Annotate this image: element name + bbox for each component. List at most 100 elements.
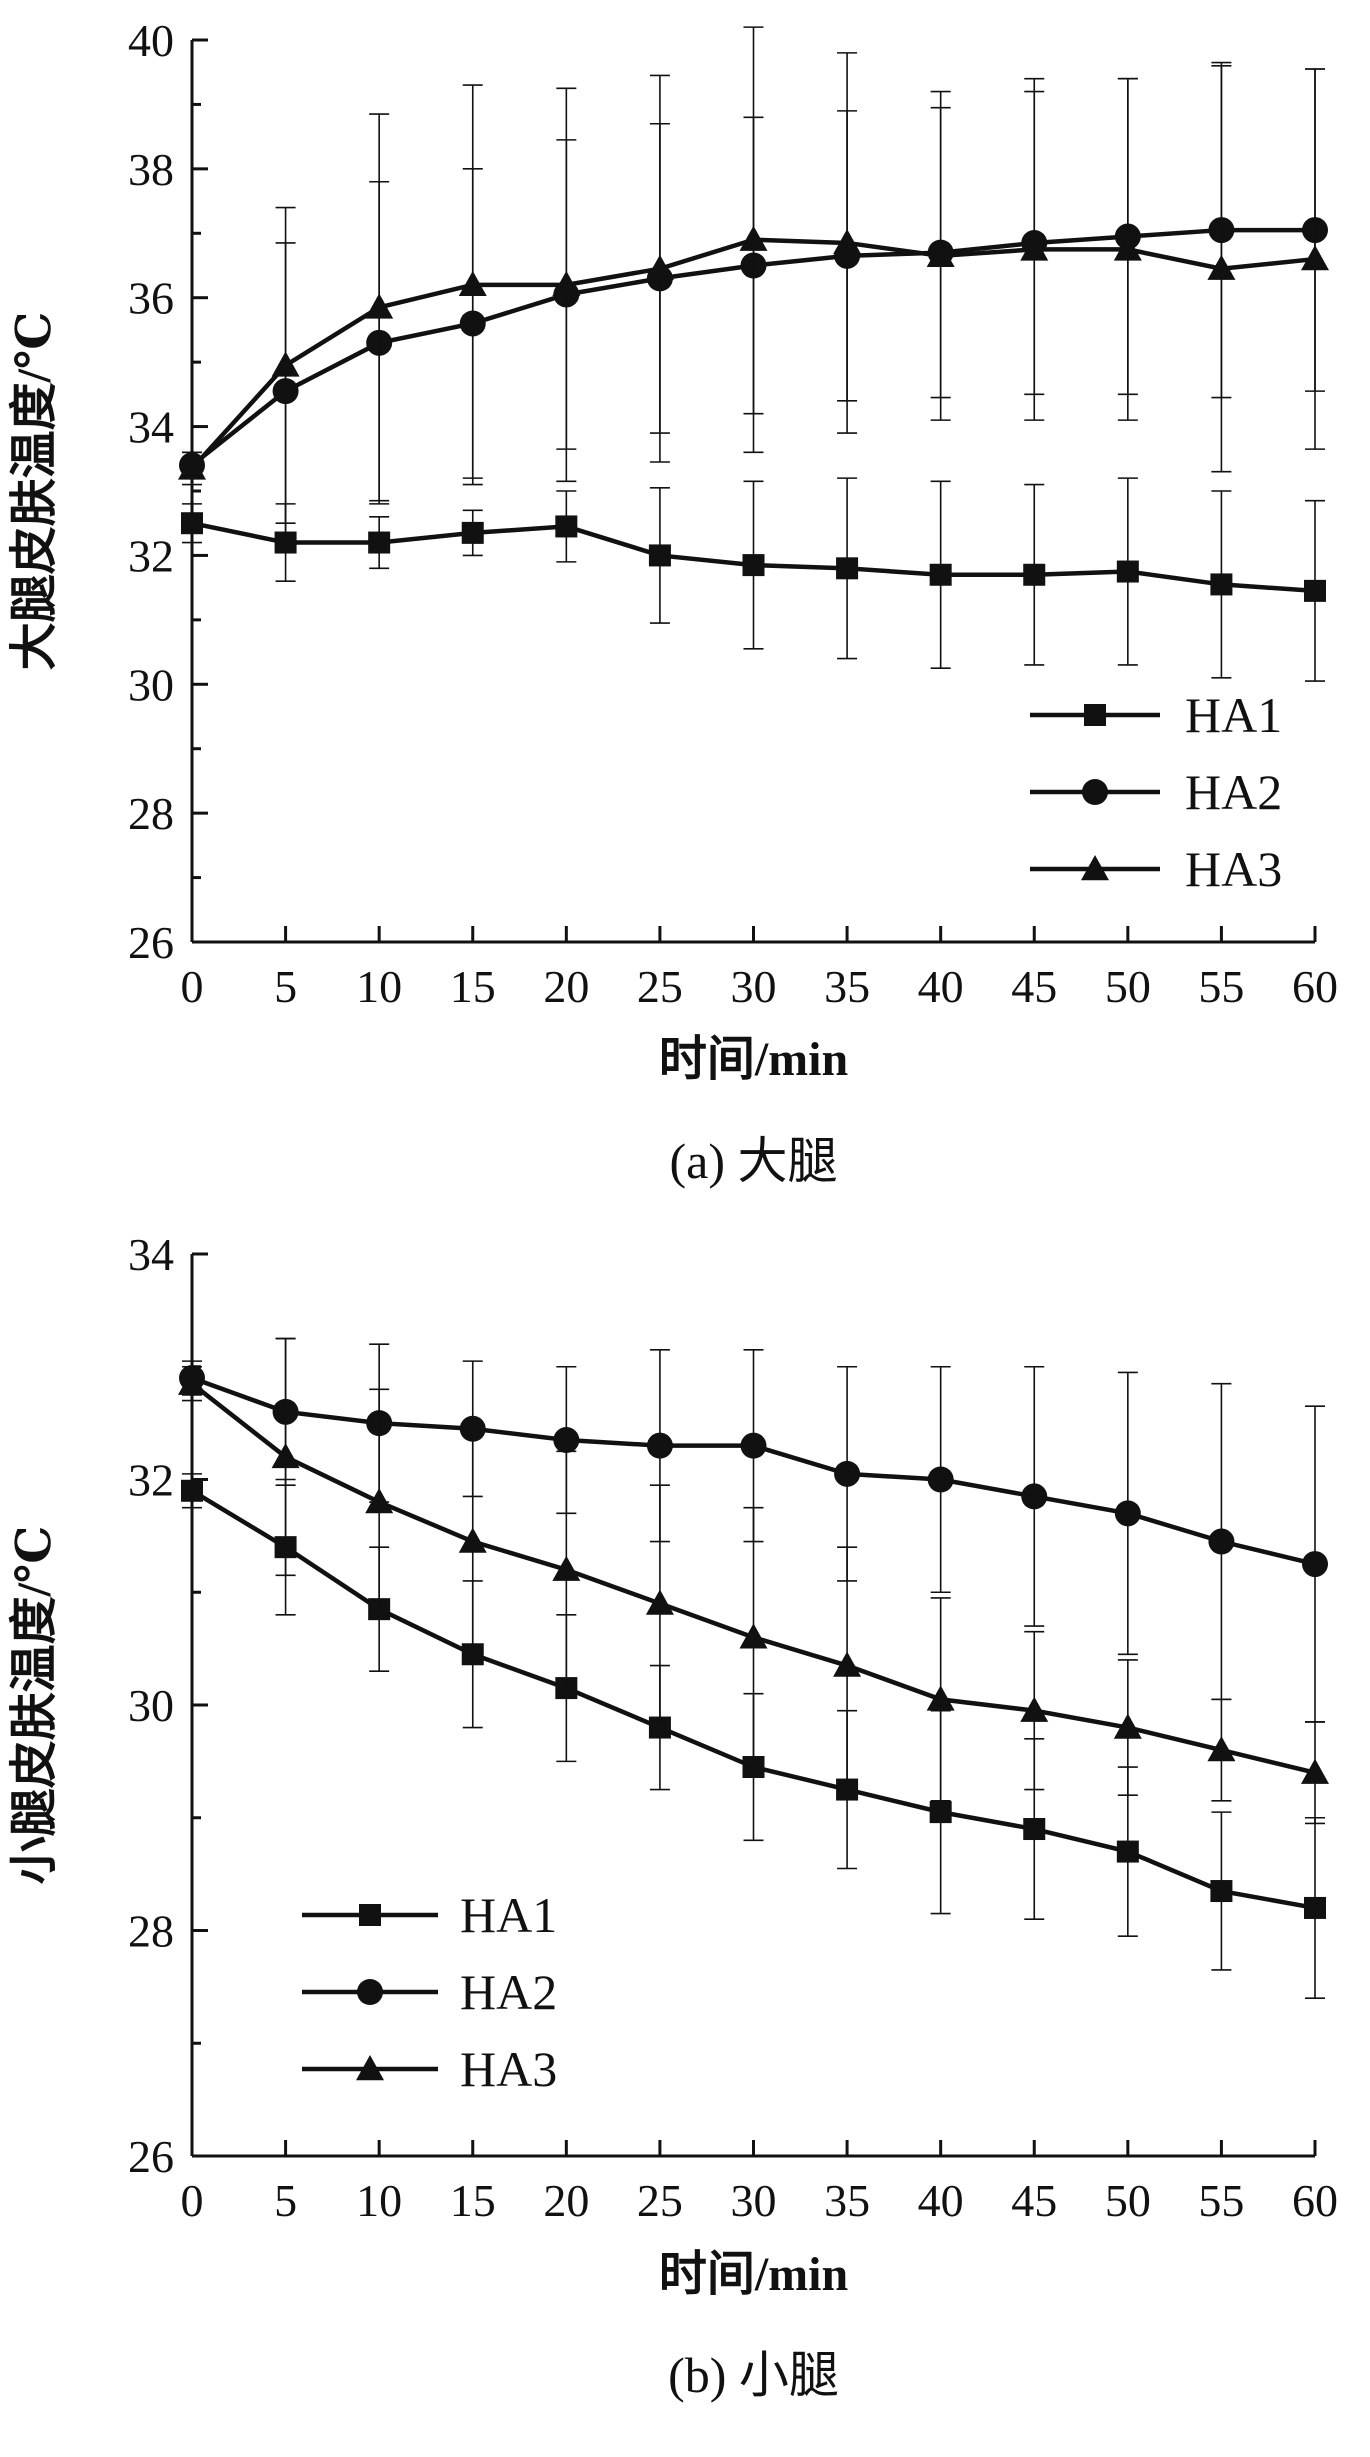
y-tick-label: 36 <box>128 273 174 324</box>
data-point <box>181 512 203 535</box>
y-tick-label: 26 <box>128 2131 174 2182</box>
y-tick-label: 26 <box>128 917 174 968</box>
x-tick-label: 20 <box>543 2175 589 2226</box>
y-tick-label: 34 <box>128 1229 174 1280</box>
x-tick-label: 5 <box>274 961 297 1012</box>
data-point <box>178 454 206 480</box>
data-point <box>926 241 955 268</box>
x-tick-label: 45 <box>1011 961 1057 1012</box>
data-point <box>833 1651 862 1677</box>
legend-label: HA1 <box>460 1887 557 1943</box>
legend-marker <box>357 1979 383 2005</box>
data-point <box>458 270 487 297</box>
x-tick-label: 10 <box>356 2175 402 2226</box>
data-point <box>929 1801 952 1824</box>
data-point <box>645 254 674 280</box>
y-tick-label: 30 <box>128 1680 174 1731</box>
legend-label: HA2 <box>1185 764 1282 820</box>
legend-marker <box>359 1904 381 1926</box>
data-point <box>458 1527 487 1553</box>
y-tick-label: 32 <box>128 1455 174 1506</box>
x-tick-label: 20 <box>543 961 589 1012</box>
y-tick-label: 40 <box>128 15 174 66</box>
x-tick-label: 0 <box>181 961 204 1012</box>
data-point <box>368 531 391 554</box>
y-tick-label: 32 <box>128 530 174 581</box>
x-tick-label: 25 <box>637 2175 683 2226</box>
chart-caption: (a) 大腿 <box>670 1133 838 1189</box>
chart-caption: (b) 小腿 <box>668 2347 839 2403</box>
data-point <box>1301 1758 1329 1784</box>
x-tick-label: 10 <box>356 961 402 1012</box>
data-point <box>1020 1696 1049 1722</box>
x-tick-label: 40 <box>918 961 964 1012</box>
x-tick-label: 30 <box>731 961 777 1012</box>
data-point <box>365 1488 394 1514</box>
data-point <box>833 228 862 255</box>
y-tick-label: 38 <box>128 144 174 195</box>
x-tick-label: 50 <box>1105 961 1151 1012</box>
data-point <box>552 1555 581 1581</box>
legend-label: HA3 <box>1185 841 1282 897</box>
data-point <box>1116 560 1139 583</box>
data-point <box>271 351 300 377</box>
x-tick-label: 60 <box>1292 961 1338 1012</box>
x-tick-label: 45 <box>1011 2175 1057 2226</box>
x-tick-label: 35 <box>824 2175 870 2226</box>
data-point <box>555 515 578 538</box>
y-axis-title: 大腿皮肤温度/℃ <box>8 312 61 671</box>
legend-marker <box>1081 855 1109 881</box>
data-point <box>1302 1551 1328 1578</box>
data-point <box>645 1589 674 1615</box>
data-point <box>1304 1896 1326 1919</box>
x-tick-label: 30 <box>731 2175 777 2226</box>
data-point <box>552 270 581 297</box>
y-axis-title: 小腿皮肤温度/℃ <box>8 1526 61 1885</box>
data-point <box>927 1466 954 1493</box>
y-tick-label: 30 <box>128 659 174 710</box>
legend-item-ha3: HA3 <box>302 2041 557 2097</box>
data-point <box>1301 245 1329 271</box>
y-tick-label: 28 <box>128 1906 174 1957</box>
data-point <box>742 554 765 577</box>
x-tick-label: 35 <box>824 961 870 1012</box>
legend-item-ha2: HA2 <box>302 1964 557 2020</box>
series-ha1 <box>181 477 1326 682</box>
x-tick-label: 5 <box>274 2175 297 2226</box>
x-tick-label: 15 <box>450 961 496 1012</box>
x-tick-label: 25 <box>637 961 683 1012</box>
data-point <box>1210 1880 1233 1903</box>
data-point <box>834 1460 861 1487</box>
legend-item-ha2: HA2 <box>1030 764 1282 820</box>
data-point <box>648 544 671 567</box>
x-tick-label: 0 <box>181 2175 204 2226</box>
x-tick-label: 55 <box>1198 2175 1244 2226</box>
x-tick-label: 15 <box>450 2175 496 2226</box>
data-point <box>461 521 484 544</box>
series-ha3 <box>178 1337 1329 1825</box>
data-point <box>553 1427 580 1454</box>
x-tick-label: 50 <box>1105 2175 1151 2226</box>
data-point <box>365 293 394 319</box>
data-point <box>1113 235 1142 261</box>
data-point <box>836 557 859 580</box>
legend-item-ha3: HA3 <box>1030 841 1282 897</box>
data-point <box>178 1369 206 1395</box>
data-point <box>181 1479 203 1502</box>
legend-marker <box>1084 704 1106 726</box>
chart-calf: 26 28 30 32 34 0 5 10 15 20 25 30 35 40 45 50 55 60 时间/min… <box>8 1229 1338 2403</box>
data-point <box>1020 235 1049 261</box>
data-point <box>1207 254 1236 280</box>
data-point <box>926 1685 955 1711</box>
data-point <box>1208 1528 1235 1555</box>
x-tick-label: 60 <box>1292 2175 1338 2226</box>
legend-label: HA2 <box>460 1964 557 2020</box>
legend-item-ha1: HA1 <box>1030 687 1282 743</box>
data-point <box>1113 1713 1142 1739</box>
series-ha3 <box>178 26 1329 525</box>
data-point <box>1021 1483 1048 1510</box>
data-point <box>1210 573 1233 596</box>
data-point <box>739 225 768 251</box>
chart-thigh: 26 28 30 32 34 36 38 40 0 5 10 15 20 25 30 35 40 45 50 55 60… <box>8 15 1338 1189</box>
